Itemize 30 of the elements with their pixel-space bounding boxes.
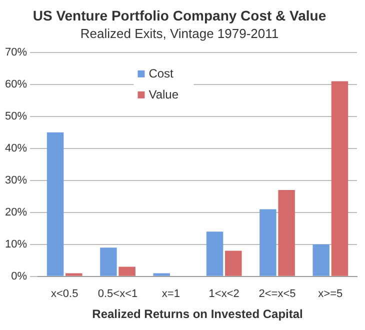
x-tick-label: x<0.5 [50,288,78,300]
y-tick-label: 30% [4,174,28,186]
y-tick-label: 70% [4,46,28,58]
legend-label: Value [148,88,179,102]
x-tick-label: 2<=x<5 [258,288,296,300]
bar [331,81,348,276]
bar [278,190,295,276]
legend-label: Cost [148,66,174,81]
x-axis-title: Realized Returns on Invested Capital [92,307,303,322]
bar [118,266,136,276]
y-tick-label: 0% [11,270,28,282]
y-tick-label: 10% [4,238,28,250]
y-tick-label: 20% [4,206,28,218]
chart-subtitle: Realized Exits, Vintage 1979-2011 [80,26,279,42]
bar [206,232,224,276]
bar [312,244,330,276]
chart-title: US Venture Portfolio Company Cost & Value [32,7,326,24]
bar [153,273,170,276]
bar [260,209,276,276]
x-tick-label: x>=5 [318,288,343,300]
y-tick-label: 40% [4,142,28,154]
y-tick-label: 50% [4,110,28,122]
x-tick-label: 1<x<2 [208,288,240,300]
x-tick-label: x=1 [162,288,180,300]
bar [100,248,117,276]
bar [46,132,64,276]
x-tick-label: 0.5<x<1 [98,288,138,300]
y-tick-label: 60% [4,78,28,90]
bar [225,250,242,276]
bar [66,273,82,276]
